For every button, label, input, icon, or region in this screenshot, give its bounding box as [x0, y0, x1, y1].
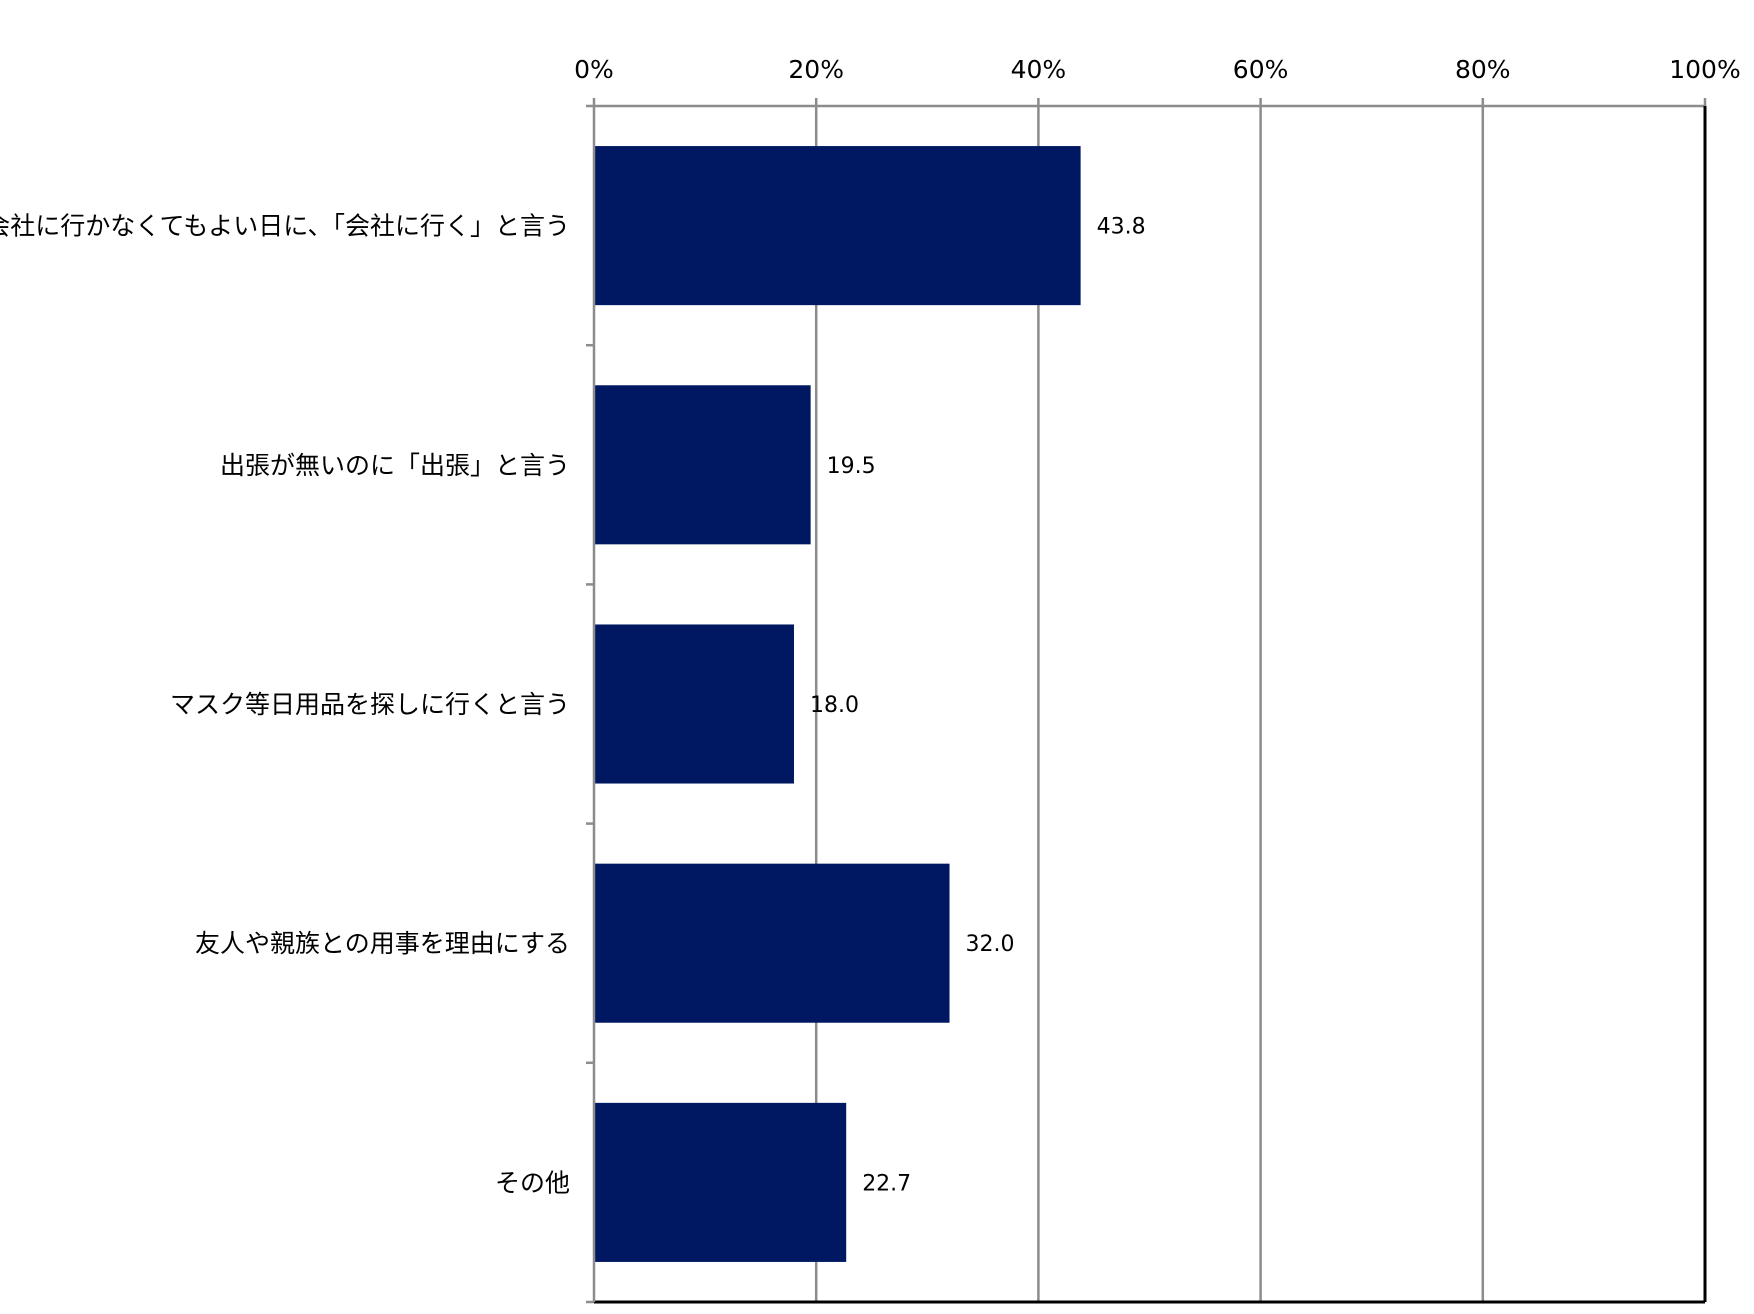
category-label-2: マスク等日用品を探しに行くと言う: [170, 690, 570, 719]
bar-1: [594, 385, 811, 545]
x-tick-label: 0%: [574, 55, 614, 84]
category-label-0: 会社に行かなくてもよい日に、「会社に行く」と言う: [0, 212, 570, 241]
x-tick-label: 100%: [1669, 55, 1740, 84]
value-label-3: 32.0: [966, 932, 1015, 957]
x-tick-label: 40%: [1011, 55, 1067, 84]
category-label-4: その他: [495, 1168, 570, 1197]
category-label-1: 出張が無いのに「出張」と言う: [220, 451, 570, 480]
bar-3: [594, 863, 950, 1023]
bar-2: [594, 624, 794, 784]
bars: [594, 146, 1081, 1262]
x-tick-label: 60%: [1233, 55, 1289, 84]
gridlines: [814, 106, 1485, 1302]
axes: [586, 98, 1707, 1304]
category-label-3: 友人や親族との用事を理由にする: [195, 929, 570, 958]
labels: 0% 20% 40% 60% 80% 100% 43.8 会社に行かなくてもよい日に、「会社に…: [0, 55, 1741, 1197]
value-label-0: 43.8: [1097, 215, 1146, 240]
bar-4: [594, 1102, 847, 1262]
bar-0: [594, 146, 1081, 306]
value-label-4: 22.7: [862, 1171, 911, 1196]
value-label-2: 18.0: [810, 693, 859, 718]
value-label-1: 19.5: [827, 454, 876, 479]
x-tick-label: 80%: [1455, 55, 1511, 84]
x-tick-label: 20%: [788, 55, 844, 84]
